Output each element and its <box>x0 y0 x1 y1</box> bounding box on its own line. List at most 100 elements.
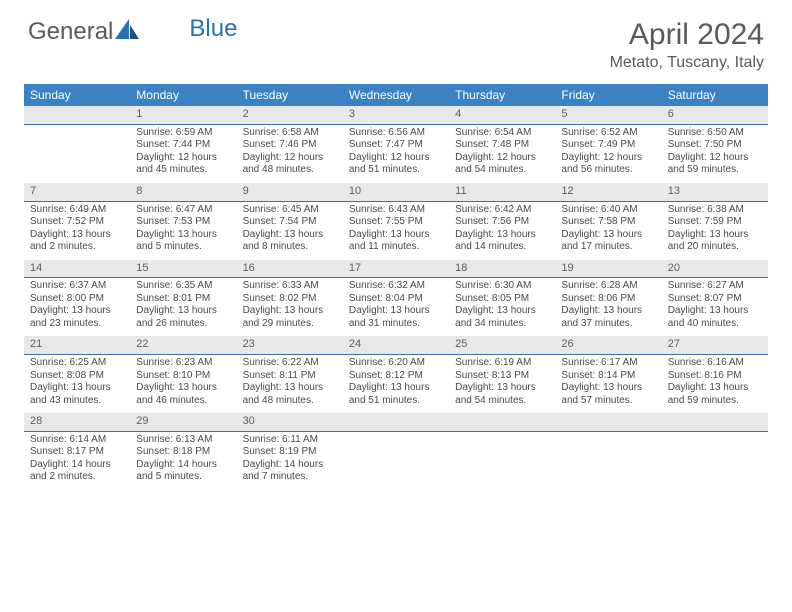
calendar-cell: 11Sunrise: 6:42 AMSunset: 7:56 PMDayligh… <box>449 183 555 260</box>
sunrise-text: Sunrise: 6:35 AM <box>136 280 230 293</box>
day-number: 18 <box>449 260 555 279</box>
cell-body <box>449 432 555 488</box>
calendar-cell: 8Sunrise: 6:47 AMSunset: 7:53 PMDaylight… <box>130 183 236 260</box>
cell-body: Sunrise: 6:30 AMSunset: 8:05 PMDaylight:… <box>449 278 555 336</box>
daylight-text: and 54 minutes. <box>455 164 549 177</box>
sunrise-text: Sunrise: 6:20 AM <box>349 357 443 370</box>
cell-body: Sunrise: 6:28 AMSunset: 8:06 PMDaylight:… <box>555 278 661 336</box>
cell-body: Sunrise: 6:33 AMSunset: 8:02 PMDaylight:… <box>237 278 343 336</box>
calendar-cell: 2Sunrise: 6:58 AMSunset: 7:46 PMDaylight… <box>237 106 343 183</box>
daylight-text: and 14 minutes. <box>455 241 549 254</box>
daylight-text: and 59 minutes. <box>668 164 762 177</box>
sunrise-text: Sunrise: 6:59 AM <box>136 127 230 140</box>
calendar-week: 1 Sunrise: 6:59 AMSunset: 7:44 PM Daylight… <box>24 106 768 183</box>
sunset-text: Sunset: 7:50 PM <box>668 139 762 152</box>
sunrise-text: Sunrise: 6:25 AM <box>30 357 124 370</box>
daylight-text: Daylight: 13 hours <box>30 229 124 242</box>
sunset-text: Sunset: 7:47 PM <box>349 139 443 152</box>
calendar-cell: 1Sunrise: 6:59 AMSunset: 7:44 PMDaylight… <box>130 106 236 183</box>
day-header: Tuesday <box>237 84 343 106</box>
calendar-cell: 3Sunrise: 6:56 AMSunset: 7:47 PMDaylight… <box>343 106 449 183</box>
calendar-cell: 21Sunrise: 6:25 AMSunset: 8:08 PMDayligh… <box>24 336 130 413</box>
page-header: General Blue April 2024 Metato, Tuscany,… <box>0 0 792 80</box>
sunset-text: Sunset: 8:19 PM <box>243 446 337 459</box>
sunrise-text: Sunrise: 6:50 AM <box>668 127 762 140</box>
day-header: Saturday <box>662 84 768 106</box>
cell-body <box>343 432 449 488</box>
day-number: 10 <box>343 183 449 202</box>
calendar-week: 7Sunrise: 6:49 AMSunset: 7:52 PMDaylight… <box>24 183 768 260</box>
cell-body: Sunrise: 6:38 AMSunset: 7:59 PMDaylight:… <box>662 202 768 260</box>
calendar-cell: 19Sunrise: 6:28 AMSunset: 8:06 PMDayligh… <box>555 260 661 337</box>
calendar-cell: 15Sunrise: 6:35 AMSunset: 8:01 PMDayligh… <box>130 260 236 337</box>
sunrise-text: Sunrise: 6:17 AM <box>561 357 655 370</box>
sunrise-text: Sunrise: 6:52 AM <box>561 127 655 140</box>
daylight-text: Daylight: 13 hours <box>668 382 762 395</box>
sunset-text: Sunset: 8:04 PM <box>349 293 443 306</box>
cell-body: Sunrise: 6:50 AMSunset: 7:50 PMDaylight:… <box>662 125 768 183</box>
calendar-cell: 23Sunrise: 6:22 AMSunset: 8:11 PMDayligh… <box>237 336 343 413</box>
calendar-cell: 17Sunrise: 6:32 AMSunset: 8:04 PMDayligh… <box>343 260 449 337</box>
sunrise-text: Sunrise: 6:30 AM <box>455 280 549 293</box>
daylight-text: Daylight: 12 hours <box>243 152 337 165</box>
daylight-text: and 5 minutes. <box>136 241 230 254</box>
sunset-text: Sunset: 8:06 PM <box>561 293 655 306</box>
cell-body: Sunrise: 6:58 AMSunset: 7:46 PMDaylight:… <box>237 125 343 183</box>
sunset-text: Sunset: 8:12 PM <box>349 370 443 383</box>
sunrise-text: Sunrise: 6:56 AM <box>349 127 443 140</box>
cell-body: Sunrise: 6:16 AMSunset: 8:16 PMDaylight:… <box>662 355 768 413</box>
calendar-cell: 27Sunrise: 6:16 AMSunset: 8:16 PMDayligh… <box>662 336 768 413</box>
sunrise-text: Sunrise: 6:42 AM <box>455 204 549 217</box>
sunset-text: Sunset: 7:48 PM <box>455 139 549 152</box>
cell-body: Sunrise: 6:22 AMSunset: 8:11 PMDaylight:… <box>237 355 343 413</box>
day-number: 17 <box>343 260 449 279</box>
day-number: 8 <box>130 183 236 202</box>
calendar-cell <box>24 106 130 183</box>
day-number: 3 <box>343 106 449 125</box>
sunset-text: Sunset: 7:44 PM <box>136 139 230 152</box>
cell-body: Sunrise: 6:11 AMSunset: 8:19 PMDaylight:… <box>237 432 343 490</box>
daylight-text: Daylight: 13 hours <box>349 305 443 318</box>
calendar-cell: 25Sunrise: 6:19 AMSunset: 8:13 PMDayligh… <box>449 336 555 413</box>
day-number: 1 <box>130 106 236 125</box>
calendar-cell: 14Sunrise: 6:37 AMSunset: 8:00 PMDayligh… <box>24 260 130 337</box>
calendar-cell <box>555 413 661 490</box>
calendar-week: 28Sunrise: 6:14 AMSunset: 8:17 PMDayligh… <box>24 413 768 490</box>
daylight-text: Daylight: 12 hours <box>668 152 762 165</box>
daylight-text: Daylight: 12 hours <box>455 152 549 165</box>
sunset-text: Sunset: 8:13 PM <box>455 370 549 383</box>
sunrise-text: Sunrise: 6:19 AM <box>455 357 549 370</box>
daylight-text: Daylight: 13 hours <box>455 229 549 242</box>
daylight-text: Daylight: 13 hours <box>455 305 549 318</box>
sunset-text: Sunset: 7:53 PM <box>136 216 230 229</box>
day-header: Sunday <box>24 84 130 106</box>
daylight-text: Daylight: 13 hours <box>136 305 230 318</box>
sunrise-text: Sunrise: 6:16 AM <box>668 357 762 370</box>
daylight-text: Daylight: 13 hours <box>455 382 549 395</box>
daylight-text: Daylight: 13 hours <box>561 382 655 395</box>
sunset-text: Sunset: 7:49 PM <box>561 139 655 152</box>
cell-body: Sunrise: 6:47 AMSunset: 7:53 PMDaylight:… <box>130 202 236 260</box>
day-number: 19 <box>555 260 661 279</box>
sunrise-text: Sunrise: 6:23 AM <box>136 357 230 370</box>
daylight-text: and 34 minutes. <box>455 318 549 331</box>
sunset-text: Sunset: 7:46 PM <box>243 139 337 152</box>
daylight-text: and 51 minutes. <box>349 164 443 177</box>
daylight-text: and 54 minutes. <box>455 395 549 408</box>
sunrise-text: Sunrise: 6:43 AM <box>349 204 443 217</box>
sunset-text: Sunset: 7:55 PM <box>349 216 443 229</box>
daylight-text: Daylight: 13 hours <box>668 305 762 318</box>
day-number: 24 <box>343 336 449 355</box>
calendar-cell: 7Sunrise: 6:49 AMSunset: 7:52 PMDaylight… <box>24 183 130 260</box>
daylight-text: Daylight: 13 hours <box>243 305 337 318</box>
cell-body: Sunrise: 6:13 AMSunset: 8:18 PMDaylight:… <box>130 432 236 490</box>
sunset-text: Sunset: 8:18 PM <box>136 446 230 459</box>
day-number: 15 <box>130 260 236 279</box>
sunset-text: Sunset: 8:02 PM <box>243 293 337 306</box>
daylight-text: and 8 minutes. <box>243 241 337 254</box>
sunset-text: Sunset: 7:59 PM <box>668 216 762 229</box>
calendar: SundayMondayTuesdayWednesdayThursdayFrid… <box>24 84 768 490</box>
daylight-text: Daylight: 14 hours <box>243 459 337 472</box>
daylight-text: and 20 minutes. <box>668 241 762 254</box>
sunrise-text: Sunrise: 6:38 AM <box>668 204 762 217</box>
